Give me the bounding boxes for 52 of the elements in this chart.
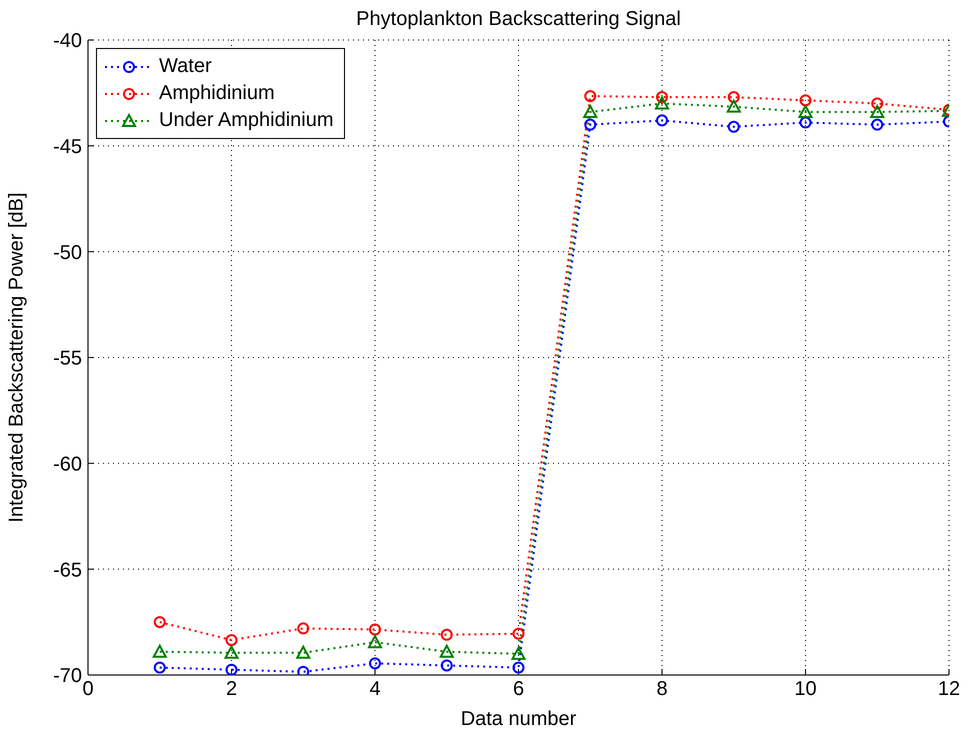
x-tick-label: 2: [226, 678, 238, 700]
point: [798, 104, 812, 118]
point: [152, 644, 167, 658]
point: [368, 635, 382, 648]
x-tick-label: 6: [512, 678, 524, 700]
point: [726, 100, 741, 113]
x-tick-label: 4: [369, 678, 381, 700]
y-tick-label: -40: [53, 30, 82, 52]
point: [871, 98, 884, 110]
x-tick-label: 12: [938, 678, 960, 700]
y-tick-label: -55: [53, 348, 82, 370]
point: [369, 623, 381, 636]
point: [871, 118, 884, 131]
point: [297, 622, 310, 634]
y-tick-label: -65: [53, 559, 82, 582]
point: [583, 104, 598, 118]
point: [154, 662, 166, 674]
point: [226, 664, 238, 675]
point: [655, 96, 669, 110]
y-tick-label: -70: [53, 665, 82, 688]
point: [512, 662, 524, 674]
point: [296, 646, 310, 659]
x-tick-label: 8: [656, 678, 668, 700]
legend-label: Amphidinium: [159, 82, 275, 105]
point: [800, 116, 812, 129]
point: [297, 666, 310, 675]
point: [800, 94, 812, 106]
point: [656, 114, 668, 126]
chart-title: Phytoplankton Backscattering Signal: [355, 8, 682, 31]
point: [226, 634, 238, 646]
point: [224, 646, 238, 659]
x-axis-title: Data number: [460, 708, 578, 731]
point: [369, 657, 381, 670]
point: [154, 616, 166, 628]
legend-label: Water: [159, 55, 212, 78]
x-tick-label: 0: [82, 678, 94, 700]
point: [512, 628, 524, 640]
legend-label: Under Amphidinium: [159, 109, 334, 132]
point: [584, 118, 596, 131]
point: [512, 646, 526, 660]
x-tick-label: 10: [794, 678, 817, 700]
y-tick-label: -45: [53, 136, 82, 158]
point: [870, 104, 884, 118]
point: [728, 91, 740, 104]
point: [728, 120, 740, 133]
y-tick-label: -60: [53, 453, 82, 476]
point: [440, 644, 454, 658]
y-axis-title: Integrated Backscattering Power [dB]: [6, 192, 28, 523]
point: [440, 628, 453, 641]
point: [584, 90, 596, 102]
y-tick-label: -50: [53, 242, 82, 264]
point: [440, 659, 453, 672]
